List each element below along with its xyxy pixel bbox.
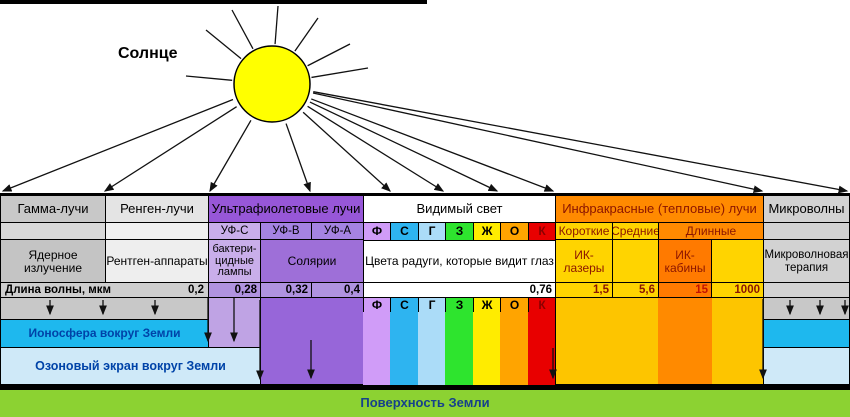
top-border-bar — [0, 0, 427, 4]
wavelength-label-cell: Длина волны, мкм 0,2 — [0, 282, 209, 298]
absorption-band-left — [0, 297, 209, 320]
spectrum-letter-orange: О — [500, 222, 529, 241]
absorption-band-right — [763, 297, 850, 320]
spectrum-stripe-green — [445, 312, 473, 385]
spectrum-letter-yellow-lower: Ж — [473, 297, 501, 313]
spectrum-stripe-orange — [500, 312, 528, 385]
spectrum-letter-blue-lower: С — [390, 297, 419, 313]
application-uv-c: бактери-цидные лампы — [208, 239, 261, 284]
spectrum-letter-red: К — [528, 222, 556, 241]
spectrum-letter-violet: Ф — [363, 222, 391, 241]
spectrum-letter-light-blue-lower: Г — [418, 297, 446, 313]
wavelength-cell-uva: 0,4 — [311, 282, 364, 298]
band-header-uv: Ультрафиолетовые лучи — [208, 195, 364, 224]
spectrum-letter-orange-lower: О — [500, 297, 529, 313]
wavelength-cell-uvb: 0,32 — [260, 282, 312, 298]
application-microwave: Микроволновая терапия — [763, 239, 850, 284]
application-ir-cabins: ИК-кабины — [658, 239, 712, 284]
wavelength-label: Длина волны, мкм — [5, 283, 111, 296]
application-ir-empty-1 — [612, 239, 659, 284]
spectrum-letter-violet-lower: Ф — [363, 297, 391, 313]
wavelength-cell-ir-4: 1000 — [711, 282, 764, 298]
wavelength-cell-uvc: 0,28 — [208, 282, 261, 298]
ozone-band-right — [763, 347, 850, 386]
band-header-xray: Ренген-лучи — [105, 195, 209, 224]
wavelength-cell-visible: 0,76 — [363, 282, 556, 298]
earth-surface-band: Поверхность Земли — [0, 390, 850, 417]
wavelength-cell-ir-3: 15 — [658, 282, 712, 298]
spectrum-letter-green-lower: З — [445, 297, 474, 313]
ir-cabins-penetration-stripe — [658, 298, 712, 384]
wavelength-cell-ir-1: 1,5 — [555, 282, 613, 298]
application-uv-ba: Солярии — [260, 239, 364, 284]
spectrum-letter-blue: С — [390, 222, 419, 241]
spectrum-letter-yellow: Ж — [473, 222, 501, 241]
wavelength-value-0: 0,2 — [188, 283, 204, 296]
ionosphere-band-right — [763, 319, 850, 348]
spectrum-stripe-red — [528, 312, 555, 385]
subband-ir-medium: Средние — [612, 222, 659, 241]
wavelength-cell-ir-2: 5,6 — [612, 282, 659, 298]
application-xray: Рентген-аппараты — [105, 239, 209, 284]
surface-line — [0, 384, 850, 391]
spectrum-stripe-violet — [363, 312, 390, 385]
table-top-border — [0, 193, 850, 196]
ozone-band-left: Озоновый экран вокруг Земли — [0, 347, 261, 386]
spectrum-letter-green: З — [445, 222, 474, 241]
subband-uv-b: УФ-В — [260, 222, 312, 241]
spectrum-stripe-yellow — [473, 312, 500, 385]
uv-c-penetration-column — [208, 297, 261, 348]
spectrum-stripe-blue — [390, 312, 418, 385]
application-ir-lasers: ИК-лазеры — [555, 239, 613, 284]
band-header-infrared: Инфракрасные (тепловые) лучи — [555, 195, 764, 224]
spectrum-stripe-light-blue — [418, 312, 445, 385]
spectrum-letter-light-blue: Г — [418, 222, 446, 241]
sun-label: Солнце — [118, 45, 178, 62]
uv-ba-penetration-block — [260, 297, 364, 385]
sun-icon — [233, 45, 311, 123]
application-gamma: Ядерное излучение — [0, 239, 106, 284]
ionosphere-band-left: Ионосфера вокруг Земли — [0, 319, 209, 348]
application-visible: Цвета радуги, которые видит глаз — [363, 239, 556, 284]
spectrum-letter-red-lower: К — [528, 297, 556, 313]
application-ir-empty-2 — [711, 239, 764, 284]
wavelength-cell-microwave-empty — [763, 282, 850, 298]
band-header-gamma: Гамма-лучи — [0, 195, 106, 224]
subband-ir-long: Длинные — [658, 222, 764, 241]
band-header-visible: Видимый свет — [363, 195, 556, 224]
band-header-microwave: Микроволны — [763, 195, 850, 224]
